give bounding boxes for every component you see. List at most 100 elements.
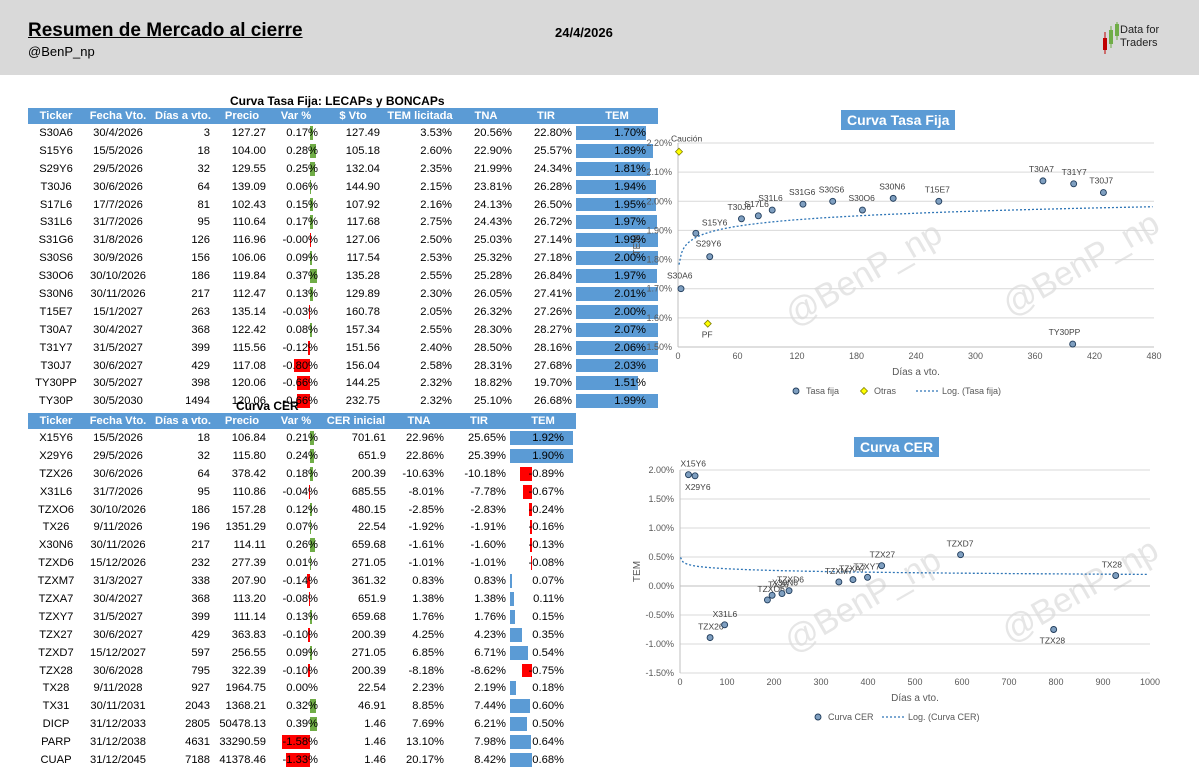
value-cell: 429 (152, 626, 214, 644)
value-cell: 1.46 (322, 715, 390, 733)
value-cell: 7.44% (448, 697, 510, 715)
date-cell: 31/12/2045 (84, 751, 152, 769)
value-cell: 2.32% (384, 374, 456, 392)
value-cell: -7.78% (448, 483, 510, 501)
value-cell: 127.27 (214, 124, 270, 142)
tem-cell: -0.13% (510, 536, 576, 554)
ticker-cell: X15Y6 (28, 429, 84, 447)
date-cell: 17/7/2026 (84, 196, 152, 214)
value-cell: 399 (152, 608, 214, 626)
var-cell: -0.04% (270, 483, 322, 501)
var-cell: 0.13% (270, 608, 322, 626)
ticker-cell: TZX27 (28, 626, 84, 644)
tem-cell: 1.90% (510, 447, 576, 465)
legend-label: Otras (874, 386, 897, 396)
value-cell: 795 (152, 662, 214, 680)
var-cell: 0.26% (270, 536, 322, 554)
ticker-cell: TZX28 (28, 662, 84, 680)
var-cell: 0.13% (270, 285, 322, 303)
tem-cell: 0.50% (510, 715, 576, 733)
point-marker (764, 597, 770, 603)
y-tick-label: 0.50% (648, 552, 674, 562)
var-cell: 0.25% (270, 160, 322, 178)
ticker-cell: TY30P (28, 392, 84, 410)
ticker-cell: CUAP (28, 751, 84, 769)
ticker-cell: TX31 (28, 697, 84, 715)
value-cell: 927 (152, 679, 214, 697)
col-header-precio: Precio (214, 108, 270, 124)
point-marker (830, 198, 836, 204)
value-cell: 186 (152, 501, 214, 519)
value-cell: 28.27% (516, 321, 576, 339)
y-tick-label: 1.50% (648, 494, 674, 504)
value-cell: -2.83% (448, 501, 510, 519)
value-cell: 25.28% (456, 267, 516, 285)
point-label: S15Y6 (702, 217, 728, 227)
date-cell: 30/11/2026 (84, 285, 152, 303)
col-header-tem: TEM (510, 413, 576, 429)
date-cell: 30/10/2026 (84, 501, 152, 519)
var-cell: 0.15% (270, 196, 322, 214)
value-cell: 3.53% (384, 124, 456, 142)
header-bar: Resumen de Mercado al cierre @BenP_np 24… (0, 0, 1199, 75)
tem-cell: 0.35% (510, 626, 576, 644)
point-label: T15E7 (925, 184, 950, 194)
date-cell: 30/11/2026 (84, 536, 152, 554)
x-tick-label: 500 (907, 677, 922, 687)
value-cell: 2.16% (384, 196, 456, 214)
value-cell: 106.84 (214, 429, 270, 447)
date-cell: 15/5/2026 (84, 429, 152, 447)
var-cell: 0.17% (270, 124, 322, 142)
value-cell: -1.92% (390, 518, 448, 536)
value-cell: 120.06 (214, 374, 270, 392)
value-cell: 368 (152, 321, 214, 339)
date-cell: 31/12/2038 (84, 733, 152, 751)
ticker-cell: TX26 (28, 518, 84, 536)
value-cell: 0.83% (390, 572, 448, 590)
date-cell: 30/4/2027 (84, 321, 152, 339)
col-header-fecha-vto-: Fecha Vto. (84, 108, 152, 124)
ticker-cell: S30A6 (28, 124, 84, 142)
value-cell: 6.85% (390, 644, 448, 662)
value-cell: 23.81% (456, 178, 516, 196)
value-cell: 115.80 (214, 447, 270, 465)
x-tick-label: 0 (677, 677, 682, 687)
value-cell: 117.54 (322, 249, 384, 267)
date-cell: 15/12/2026 (84, 554, 152, 572)
legend-other-swatch (861, 388, 868, 395)
date-cell: 30/4/2027 (84, 590, 152, 608)
value-cell: 115.56 (214, 339, 270, 357)
col-header-tna: TNA (456, 108, 516, 124)
cer-chart: @BenP_np@BenP_np-1.50%-1.00%-0.50%0.00%0… (628, 452, 1168, 742)
legend-label: Log. (Curva CER) (908, 712, 980, 722)
value-cell: -1.61% (390, 536, 448, 554)
value-cell: -8.18% (390, 662, 448, 680)
value-cell: 46.91 (322, 697, 390, 715)
point-marker (936, 198, 942, 204)
y-tick-label: 0.00% (648, 581, 674, 591)
point-marker (786, 588, 792, 594)
tem-cell: 0.68% (510, 751, 576, 769)
value-cell: 113.20 (214, 590, 270, 608)
value-cell: 105.18 (322, 142, 384, 160)
value-cell: 4.25% (390, 626, 448, 644)
var-cell: 0.07% (270, 518, 322, 536)
value-cell: 368 (152, 590, 214, 608)
tem-cell: 0.18% (510, 679, 576, 697)
var-cell: -0.03% (270, 303, 322, 321)
col-header-tna: TNA (390, 413, 448, 429)
value-cell: -1.01% (448, 554, 510, 572)
value-cell: 2.55% (384, 267, 456, 285)
